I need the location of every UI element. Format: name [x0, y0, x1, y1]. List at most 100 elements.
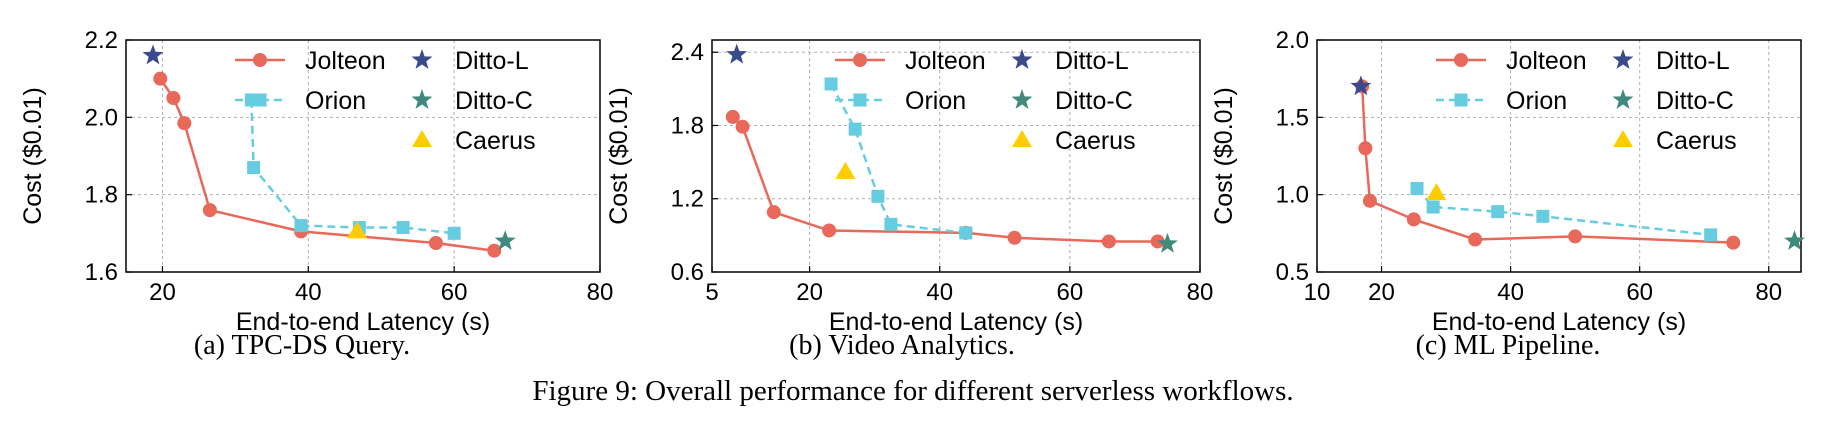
legend-label-ditto-l: Ditto-L — [455, 47, 529, 75]
legend-marker-orion — [253, 93, 267, 107]
legend-marker-ditto-c — [411, 89, 433, 109]
data-point-ditto-c — [1157, 232, 1178, 253]
data-point-ditto-c — [494, 230, 516, 250]
data-point-orion — [447, 226, 461, 240]
legend-label-ditto-l: Ditto-L — [1055, 47, 1129, 75]
data-point-jolteon — [725, 109, 740, 124]
data-point-jolteon — [1101, 234, 1116, 249]
y-tick-label: 2.4 — [671, 39, 704, 66]
plot-frame — [711, 39, 1201, 273]
legend-label-caerus: Caerus — [455, 127, 536, 155]
data-point-caerus — [1426, 183, 1447, 201]
panel-caption: (c) ML Pipeline. — [1416, 330, 1601, 361]
panel-caption: (b) Video Analytics. — [789, 330, 1015, 361]
y-axis-label: Cost ($0.01) — [19, 87, 47, 225]
x-tick-label: 40 — [1497, 279, 1524, 306]
data-point-jolteon — [1468, 232, 1483, 247]
data-point-jolteon — [177, 116, 192, 131]
data-point-ditto-l — [1350, 75, 1372, 96]
y-tick-label: 2.2 — [85, 27, 118, 54]
x-tick-label: 40 — [295, 279, 322, 306]
x-tick-label: 20 — [1368, 279, 1395, 306]
data-point-orion — [396, 221, 410, 235]
legend-label-jolteon: Jolteon — [1506, 47, 1587, 75]
y-tick-label: 2.0 — [1276, 27, 1309, 54]
y-axis-label: Cost ($0.01) — [1210, 87, 1238, 225]
data-point-jolteon — [202, 203, 217, 218]
data-point-jolteon — [1362, 193, 1377, 208]
figure-caption: Figure 9: Overall performance for differ… — [532, 375, 1293, 407]
legend-label-ditto-l: Ditto-L — [1656, 47, 1730, 75]
data-point-orion — [247, 161, 261, 175]
legend-marker-ditto-l — [411, 49, 433, 69]
data-point-jolteon — [1150, 234, 1165, 249]
plot-frame — [125, 39, 601, 273]
legend-label-orion: Orion — [905, 87, 966, 115]
legend-label-jolteon: Jolteon — [905, 47, 986, 75]
data-point-orion — [848, 122, 862, 136]
x-tick-label: 60 — [1626, 279, 1653, 306]
x-tick-label: 60 — [1057, 279, 1084, 306]
y-tick-label: 1.5 — [1276, 104, 1309, 131]
data-point-orion — [959, 226, 973, 240]
data-point-jolteon — [428, 236, 443, 250]
data-point-jolteon — [487, 243, 502, 258]
legend-label-caerus: Caerus — [1656, 127, 1737, 155]
data-point-orion — [1426, 200, 1440, 214]
y-axis-label: Cost ($0.01) — [605, 87, 633, 225]
x-axis-label: End-to-end Latency (s) — [1432, 308, 1686, 336]
x-axis-label: End-to-end Latency (s) — [236, 308, 490, 336]
panel-caption: (a) TPC-DS Query. — [194, 330, 410, 361]
legend-marker-jolteon — [1454, 53, 1468, 67]
data-point-jolteon — [166, 91, 181, 105]
legend-label-orion: Orion — [1506, 87, 1567, 115]
y-tick-label: 1.8 — [85, 182, 118, 209]
y-tick-label: 1.8 — [671, 112, 704, 139]
x-tick-label: 80 — [587, 279, 614, 306]
data-point-jolteon — [1568, 229, 1583, 244]
data-point-jolteon — [153, 71, 168, 86]
data-point-caerus — [347, 221, 368, 239]
legend-label-ditto-c: Ditto-C — [455, 87, 533, 115]
legend-label-ditto-c: Ditto-C — [1055, 87, 1133, 115]
x-tick-label: 20 — [149, 279, 176, 306]
legend-marker-ditto-c — [1011, 89, 1033, 109]
legend-marker-ditto-l — [1011, 49, 1033, 69]
data-point-jolteon — [1007, 230, 1022, 245]
series-line-orion — [1416, 187, 1711, 237]
data-point-ditto-c — [1784, 230, 1805, 250]
x-axis-label: End-to-end Latency (s) — [829, 308, 1083, 336]
data-point-jolteon — [766, 205, 781, 220]
data-point-jolteon — [1406, 212, 1421, 227]
legend-marker-caerus — [1012, 130, 1032, 147]
legend-label-caerus: Caerus — [1055, 127, 1136, 155]
series-line-orion — [250, 99, 455, 235]
legend-marker-ditto-l — [1612, 49, 1634, 69]
x-tick-label: 20 — [796, 279, 823, 306]
series-line-jolteon — [731, 116, 1158, 243]
chart-panel-a: 20 40 60 80 1.6 1.8 2.0 2.2 End-to-end Latency (… — [19, 27, 613, 361]
y-tick-label: 0.5 — [1276, 259, 1309, 286]
legend-marker-jolteon — [853, 53, 867, 67]
y-tick-label: 2.0 — [85, 104, 118, 131]
data-point-orion — [1704, 228, 1718, 242]
legend-label-ditto-c: Ditto-C — [1656, 87, 1734, 115]
data-point-orion — [1410, 181, 1424, 195]
data-point-jolteon — [822, 223, 837, 238]
x-tick-label: 80 — [1187, 279, 1214, 306]
data-point-orion — [871, 189, 885, 203]
legend-marker-caerus — [412, 130, 432, 147]
chart-panel-c: 10 20 40 60 80 0.5 1.0 1.5 2.0 End-to-end Latency… — [1210, 27, 1805, 361]
data-point-orion — [884, 217, 898, 231]
data-point-ditto-l — [142, 44, 164, 65]
data-point-orion — [1536, 209, 1550, 223]
x-tick-label: 5 — [705, 279, 718, 306]
legend-marker-caerus — [1613, 130, 1633, 147]
data-point-orion — [294, 219, 308, 233]
data-point-jolteon — [735, 119, 750, 134]
data-point-orion — [1491, 205, 1505, 219]
x-tick-label: 80 — [1755, 279, 1782, 306]
legend-marker-orion — [853, 93, 867, 107]
y-tick-label: 1.2 — [671, 186, 704, 213]
